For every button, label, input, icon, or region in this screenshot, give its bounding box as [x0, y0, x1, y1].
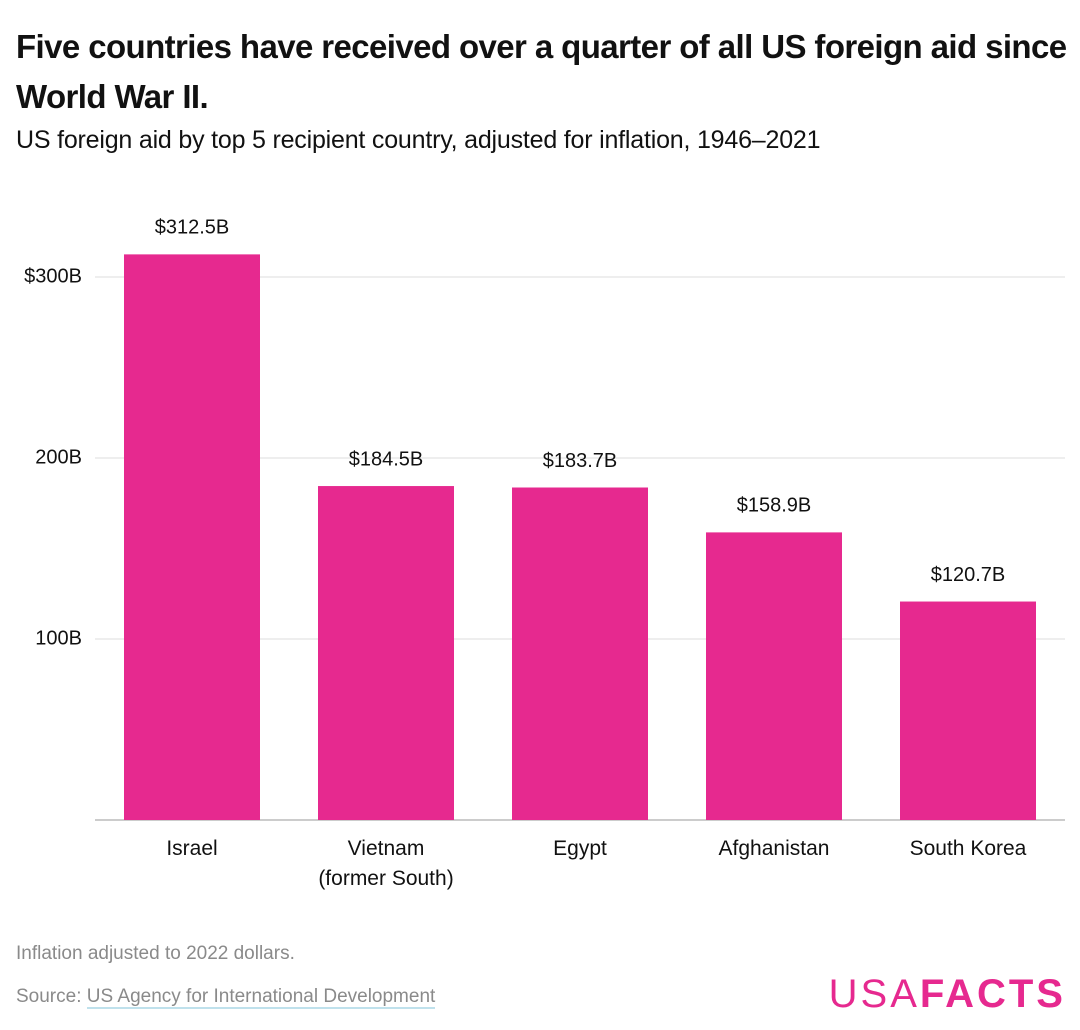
chart-title: Five countries have received over a quar…: [16, 28, 1067, 115]
note: Inflation adjusted to 2022 dollars.: [16, 943, 295, 964]
logo: USAFACTS: [829, 972, 1066, 1017]
x-tick-label: Afghanistan: [718, 837, 830, 860]
logo-part: FACTS: [919, 972, 1066, 1016]
y-tick-label: $300B: [24, 265, 82, 287]
value-label: $312.5B: [155, 217, 230, 239]
bar: [900, 601, 1036, 820]
logo-part: USA: [828, 972, 920, 1016]
y-tick-label: 200B: [35, 446, 82, 468]
value-label: $120.7B: [931, 564, 1006, 586]
value-label: $158.9B: [737, 495, 812, 517]
bar: [512, 487, 648, 820]
source-label: Source:: [16, 986, 82, 1007]
x-tick-label: Vietnam (former South): [318, 837, 454, 890]
x-tick-label: Israel: [166, 837, 218, 860]
value-label: $183.7B: [543, 450, 618, 472]
chart-subtitle: US foreign aid by top 5 recipient countr…: [16, 126, 821, 154]
bar: [318, 486, 454, 820]
source: Source: US Agency for International Deve…: [16, 986, 436, 1009]
source-link[interactable]: US Agency for International Development: [86, 986, 436, 1009]
x-tick-label: Egypt: [553, 837, 607, 860]
value-label: $184.5B: [349, 448, 424, 470]
bar: [706, 532, 842, 820]
x-tick-label: South Korea: [909, 837, 1027, 860]
bar: [124, 254, 260, 820]
y-tick-label: 100B: [35, 627, 82, 649]
